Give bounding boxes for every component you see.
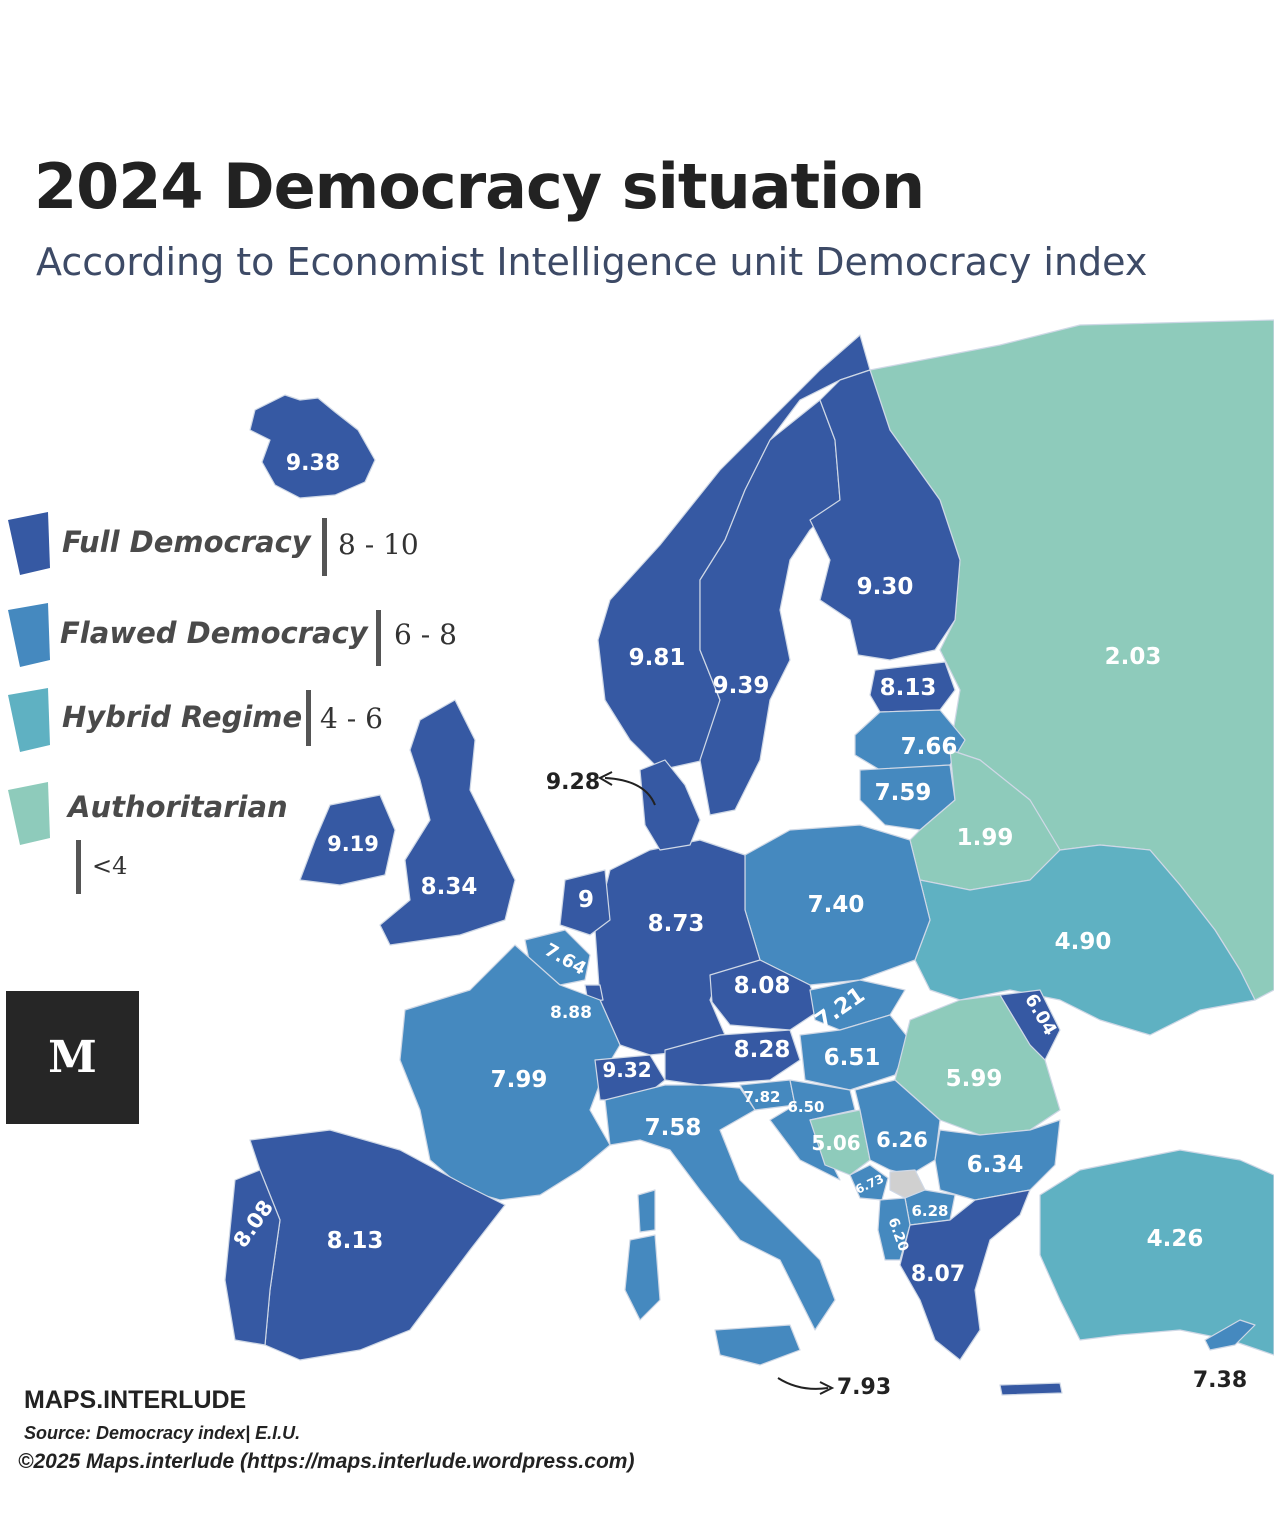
label-bosnia: 5.06 [811, 1131, 860, 1155]
region-corsica [637, 1189, 656, 1233]
label-romania: 5.99 [946, 1066, 1003, 1092]
label-poland: 7.40 [808, 892, 865, 918]
label-belarus: 1.99 [957, 825, 1014, 851]
label-luxembourg: 8.88 [550, 1003, 592, 1023]
label-norway: 9.81 [629, 645, 686, 671]
legend-divider-full [322, 518, 327, 576]
copyright-note: ©2025 Maps.interlude (https://maps.inter… [18, 1450, 635, 1473]
denmark-arrow [604, 777, 656, 806]
denmark-arrowhead [597, 771, 613, 786]
legend-range-authoritarian: <4 [92, 852, 128, 880]
region-ireland [299, 794, 396, 886]
region-finland [809, 369, 961, 661]
legend-label-flawed: Flawed Democracy [60, 616, 368, 650]
label-switzerland: 9.32 [602, 1058, 651, 1082]
region-cyprus [1204, 1319, 1256, 1351]
map-subtitle: According to Economist Intelligence unit… [36, 240, 1148, 284]
label-greece: 8.07 [911, 1262, 965, 1287]
region-iceland [249, 394, 376, 499]
malta-arrow [777, 1377, 829, 1390]
region-montenegro [849, 1164, 889, 1201]
region-sicily [714, 1324, 801, 1366]
label-italy: 7.58 [645, 1115, 702, 1141]
legend-range-flawed: 6 - 8 [394, 618, 457, 651]
label-spain: 8.13 [327, 1228, 384, 1254]
region-albania [877, 1197, 911, 1261]
map-title: 2024 Democracy situation [34, 150, 925, 223]
malta-arrowhead [819, 1381, 835, 1395]
region-bosnia [809, 1109, 871, 1176]
label-lithuania: 7.59 [875, 780, 932, 806]
label-uk: 8.34 [421, 874, 478, 900]
region-sardinia [624, 1234, 661, 1321]
legend-range-full: 8 - 10 [338, 528, 419, 561]
label-austria: 8.28 [734, 1037, 791, 1063]
label-serbia: 6.26 [876, 1128, 928, 1152]
label-hungary: 6.51 [824, 1045, 881, 1071]
label-north-macedonia: 6.28 [911, 1202, 948, 1220]
legend-divider-flawed [376, 610, 381, 666]
region-greece [899, 1189, 1031, 1361]
region-portugal [224, 1169, 281, 1346]
logo-mark: M [48, 1032, 97, 1083]
label-latvia: 7.66 [901, 734, 958, 760]
region-czechia [709, 959, 821, 1031]
label-ukraine: 4.90 [1055, 929, 1112, 955]
region-netherlands [559, 869, 611, 936]
region-italy [604, 1084, 836, 1331]
label-bulgaria: 6.34 [967, 1152, 1024, 1178]
legend-swatch-hybrid [8, 688, 50, 752]
region-bulgaria [934, 1119, 1061, 1201]
region-uk [379, 699, 516, 946]
legend-label-authoritarian: Authoritarian [68, 790, 288, 824]
label-sweden: 9.39 [713, 673, 770, 699]
label-cyprus: 7.38 [1193, 1368, 1247, 1393]
label-ireland: 9.19 [327, 832, 379, 856]
region-croatia [769, 1079, 856, 1181]
legend-swatch-flawed [8, 603, 50, 667]
label-finland: 9.30 [857, 574, 914, 600]
label-turkey: 4.26 [1147, 1226, 1204, 1252]
legend-divider-authoritarian [76, 840, 81, 894]
label-czechia: 8.08 [734, 973, 791, 999]
legend-label-full: Full Democracy [62, 525, 311, 559]
logo: M [6, 991, 139, 1124]
label-estonia: 8.13 [880, 675, 937, 701]
label-france: 7.99 [491, 1067, 548, 1093]
region-turkey [1039, 1149, 1274, 1356]
region-sweden [699, 399, 841, 816]
legend-swatch-full [8, 512, 50, 575]
label-slovenia: 7.82 [743, 1088, 780, 1106]
label-germany: 8.73 [648, 911, 705, 937]
label-croatia: 6.50 [787, 1098, 824, 1116]
legend-swatch-authoritarian [8, 782, 50, 845]
region-ukraine [914, 844, 1256, 1036]
region-crete [999, 1382, 1063, 1396]
source-note: Source: Democracy index| E.I.U. [24, 1423, 301, 1443]
brand-name: MAPS.INTERLUDE [24, 1386, 247, 1414]
label-malta: 7.93 [837, 1375, 891, 1400]
legend-range-hybrid: 4 - 6 [320, 702, 383, 735]
region-denmark [639, 759, 701, 851]
legend-divider-hybrid [306, 690, 311, 746]
label-russia: 2.03 [1105, 644, 1162, 670]
region-austria [664, 1029, 801, 1086]
label-denmark: 9.28 [546, 770, 600, 795]
label-iceland: 9.38 [286, 451, 340, 476]
legend-label-hybrid: Hybrid Regime [62, 700, 303, 734]
label-netherlands: 9 [578, 887, 594, 913]
